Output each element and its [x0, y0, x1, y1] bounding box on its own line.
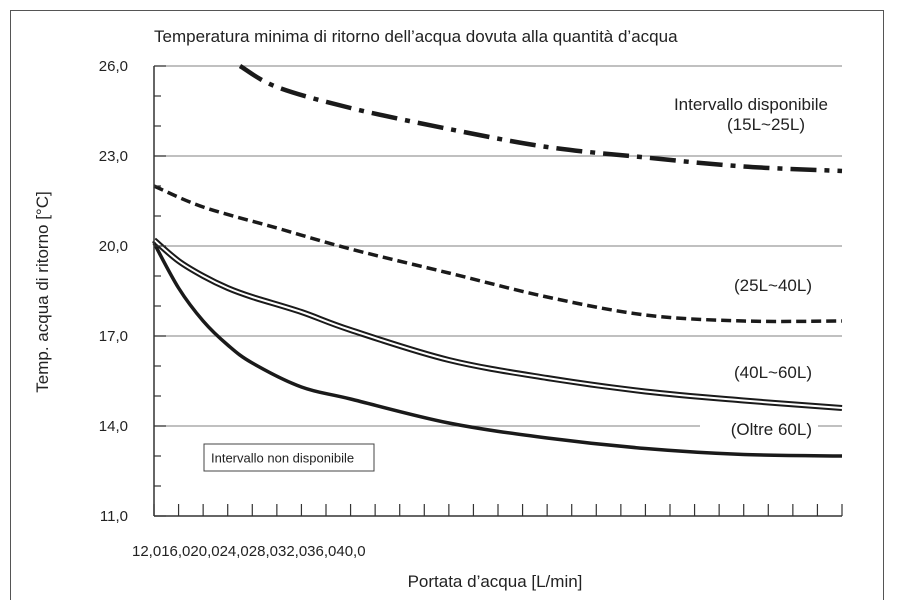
- series-line-25-40l: [153, 184, 843, 324]
- y-tick-label: 20,0: [99, 238, 128, 255]
- y-tick-label: 26,0: [99, 58, 128, 75]
- axes: [153, 65, 843, 517]
- series-labels: (15L~25L) (25L~40L) (40L~60L) (Oltre 60L): [700, 115, 818, 441]
- series-label-bg: [700, 417, 818, 441]
- grid-lines: [154, 65, 842, 427]
- x-tick-labels: 12,016,020,024,028,032,036,040,0: [132, 543, 366, 560]
- series-label: (15L~25L): [727, 115, 805, 134]
- y-axis-label: Temp. acqua di ritorno [°C]: [33, 191, 52, 392]
- y-tick-label: 17,0: [99, 328, 128, 345]
- series-label: (Oltre 60L): [731, 420, 812, 439]
- available-region-label: Intervallo disponibile: [674, 95, 828, 114]
- series-label: (25L~40L): [734, 276, 812, 295]
- series-label-bg: [700, 360, 818, 384]
- y-tick-label: 11,0: [100, 508, 128, 525]
- series-line-over-60l: [152, 242, 843, 458]
- y-tick-label: 14,0: [99, 418, 128, 435]
- y-tick-labels: 26,0 23,0 20,0 17,0 14,0 11,0: [99, 58, 128, 525]
- x-axis-label: Portata d’acqua [L/min]: [408, 572, 583, 591]
- chart-title: Temperatura minima di ritorno dell’acqua…: [154, 27, 678, 46]
- y-tick-label: 23,0: [99, 148, 128, 165]
- series-label: (40L~60L): [734, 363, 812, 382]
- series-line-15-25l: [238, 64, 843, 174]
- series-label-bg: [700, 273, 818, 297]
- series-line-40-60l-inner: [153, 239, 843, 409]
- series-group: [152, 64, 843, 458]
- unavailable-region-label: Intervallo non disponibile: [211, 451, 354, 466]
- unavailable-region-box: [203, 443, 375, 472]
- chart-frame: [10, 10, 884, 600]
